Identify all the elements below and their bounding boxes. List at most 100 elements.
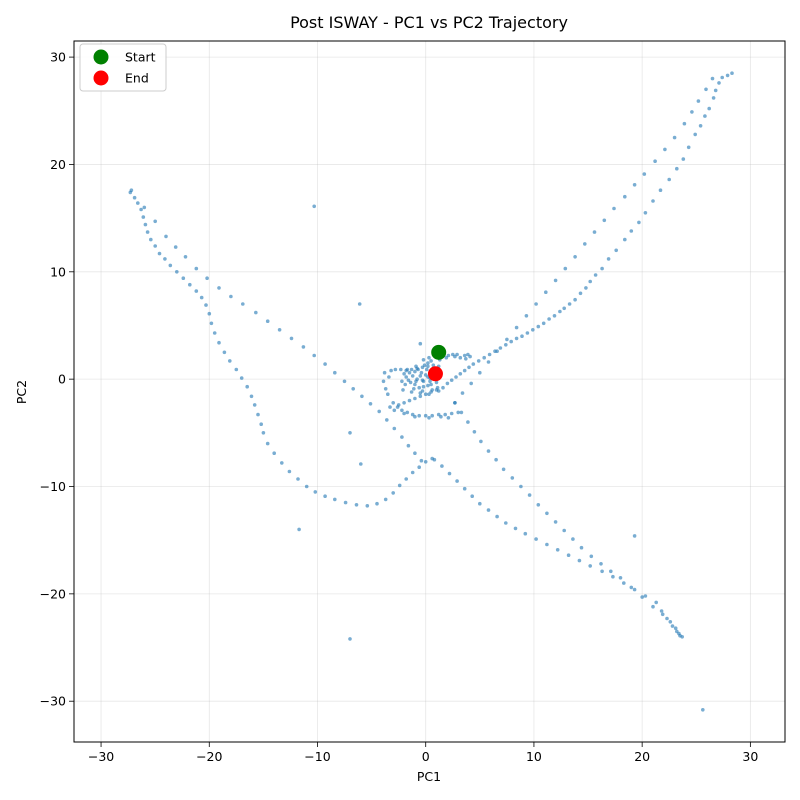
- data-point: [387, 375, 391, 379]
- x-axis-label: PC1: [417, 769, 441, 784]
- data-point: [710, 76, 715, 81]
- data-point: [505, 337, 509, 342]
- data-point: [643, 594, 648, 598]
- data-point: [547, 317, 551, 321]
- data-point: [536, 503, 541, 507]
- data-point: [312, 353, 317, 358]
- data-point: [730, 71, 734, 75]
- data-point: [498, 346, 503, 350]
- data-point: [430, 413, 435, 418]
- data-point: [717, 81, 721, 85]
- data-point: [583, 242, 587, 246]
- data-point: [487, 352, 492, 357]
- data-point: [342, 379, 347, 384]
- data-point: [459, 410, 464, 415]
- data-point: [632, 587, 637, 592]
- data-point: [701, 708, 705, 712]
- data-point: [249, 394, 254, 399]
- data-point: [175, 270, 179, 274]
- data-point: [139, 207, 143, 212]
- data-point: [217, 340, 221, 345]
- data-point: [584, 286, 588, 290]
- y-tick-label: 20: [50, 157, 66, 172]
- x-tick-label: −30: [88, 749, 114, 764]
- data-point: [449, 378, 454, 383]
- data-point: [623, 194, 627, 199]
- data-point: [464, 357, 468, 361]
- data-point: [660, 612, 665, 617]
- legend-start-marker: [93, 49, 109, 65]
- data-point: [462, 368, 467, 373]
- data-point: [420, 378, 425, 383]
- data-point: [524, 314, 529, 318]
- data-point: [351, 387, 356, 391]
- data-point: [504, 521, 508, 525]
- data-point: [476, 359, 481, 363]
- data-point: [136, 201, 140, 205]
- data-point: [479, 439, 483, 444]
- data-point: [391, 491, 396, 495]
- data-point: [426, 364, 430, 369]
- data-point: [402, 411, 406, 416]
- data-point: [629, 585, 634, 590]
- legend-start-label: Start: [125, 50, 156, 65]
- data-point: [495, 349, 499, 354]
- data-point: [423, 460, 428, 464]
- x-tick-label: 20: [634, 749, 650, 764]
- data-point: [704, 87, 708, 92]
- data-point: [405, 410, 410, 415]
- data-point: [183, 254, 188, 259]
- data-point: [482, 355, 487, 360]
- data-point: [673, 626, 678, 630]
- data-point: [229, 294, 233, 299]
- data-point: [545, 542, 549, 547]
- data-point: [453, 401, 457, 405]
- data-point: [413, 369, 417, 374]
- data-point: [427, 355, 431, 360]
- x-tick-label: −20: [196, 749, 222, 764]
- plot-frame: [73, 40, 786, 743]
- data-point: [637, 220, 641, 225]
- y-tick-label: −30: [40, 694, 66, 709]
- data-point: [434, 380, 439, 385]
- data-point: [400, 379, 404, 384]
- data-point: [632, 183, 637, 187]
- data-point: [400, 435, 404, 439]
- data-point: [222, 350, 227, 355]
- data-point: [449, 411, 454, 416]
- data-point: [365, 504, 370, 508]
- data-point: [504, 343, 508, 347]
- legend: Start End: [79, 43, 167, 92]
- data-point: [410, 374, 415, 378]
- data-point: [199, 295, 204, 300]
- data-point: [534, 302, 538, 306]
- data-point: [414, 364, 418, 369]
- data-point: [593, 273, 598, 277]
- data-point: [132, 195, 137, 200]
- data-point: [241, 302, 245, 306]
- data-point: [417, 385, 422, 390]
- data-point: [579, 545, 584, 550]
- data-point: [667, 177, 671, 182]
- data-point: [670, 624, 675, 628]
- data-point: [405, 367, 410, 372]
- data-point: [397, 483, 402, 488]
- data-point: [588, 279, 592, 284]
- data-point: [407, 398, 412, 403]
- data-point: [536, 324, 541, 329]
- start-marker: [431, 344, 447, 360]
- data-point: [523, 531, 528, 536]
- data-point: [153, 219, 157, 224]
- data-point: [431, 363, 436, 368]
- data-point: [562, 306, 566, 311]
- data-point: [396, 403, 401, 407]
- data-point: [173, 245, 178, 249]
- data-point: [698, 124, 703, 128]
- y-tick-label: −20: [40, 586, 66, 601]
- data-point: [404, 477, 409, 481]
- data-point: [600, 569, 604, 574]
- data-point: [467, 365, 471, 370]
- data-point: [632, 534, 637, 538]
- data-point: [478, 370, 482, 375]
